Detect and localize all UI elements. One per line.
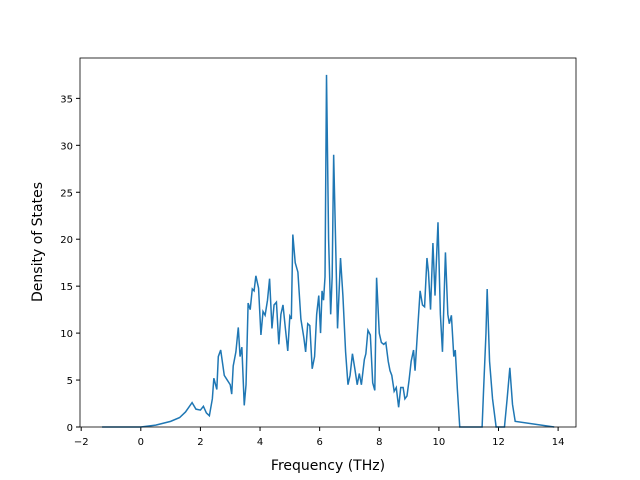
x-axis-label: Frequency (THz) [271,458,385,474]
x-tick-label: 8 [376,437,382,448]
x-tick-label: −2 [74,437,89,448]
x-tick-label: 12 [492,437,505,448]
y-tick-label: 5 [67,376,73,387]
x-tick-label: 2 [197,437,203,448]
x-tick-label: 0 [138,437,144,448]
y-tick-label: 20 [60,235,73,246]
x-tick-label: 6 [316,437,322,448]
line [102,74,555,428]
y-tick-label: 30 [60,141,73,152]
y-axis-label: Density of States [30,182,46,302]
y-tick-label: 25 [60,188,73,199]
x-tick-label: 14 [552,437,565,448]
axes-frame [79,57,577,428]
y-tick-label: 35 [60,94,73,105]
x-tick-label: 4 [257,437,263,448]
y-tick-label: 0 [67,423,73,434]
y-tick-label: 10 [60,329,73,340]
x-tick-label: 10 [433,437,446,448]
y-tick-label: 15 [60,282,73,293]
